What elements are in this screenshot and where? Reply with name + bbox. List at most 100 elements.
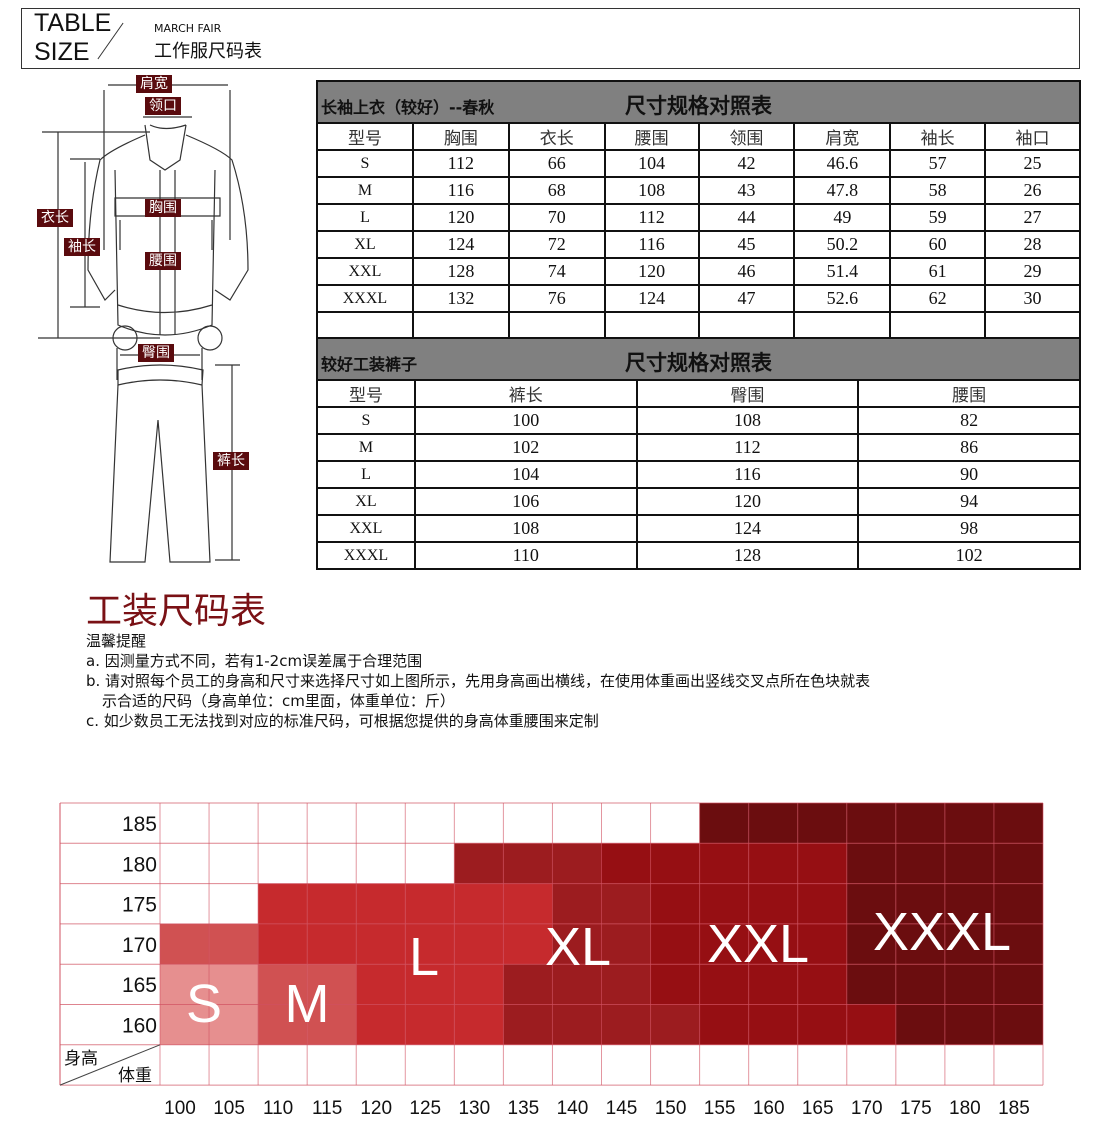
pants-size-table: 较好工装裤子 尺寸规格对照表 型号 裤长 臀围 腰围 S 100 108 82 M 102 112 86… <box>316 337 1081 570</box>
table-cell: 49 <box>793 203 892 232</box>
chart-cell <box>699 883 749 924</box>
table-cell: 98 <box>857 514 1081 543</box>
column-header: 裤长 <box>413 379 638 408</box>
table-cell: 86 <box>857 433 1081 462</box>
chart-cell <box>797 923 847 965</box>
weight-tick-label: 130 <box>458 1098 490 1119</box>
table-cell: 47 <box>697 284 796 313</box>
table-cell: 104 <box>603 149 700 178</box>
chart-cell <box>454 883 504 924</box>
weight-tick-label: 145 <box>606 1098 638 1119</box>
chart-cell <box>650 923 700 965</box>
table-row: XXL 108 124 98 <box>316 514 1081 543</box>
table-row: L 104 116 90 <box>316 460 1081 489</box>
chart-cell <box>748 803 798 844</box>
chart-cell <box>503 1004 553 1045</box>
table-row: M 116 68 108 43 47.8 58 26 <box>316 176 1081 205</box>
chart-cell <box>601 964 651 1005</box>
chart-cell <box>797 883 847 924</box>
title-cn: 工作服尺码表 <box>154 41 262 62</box>
chart-cell <box>748 843 798 884</box>
chart-cell <box>895 843 945 884</box>
table-cell: 108 <box>635 406 860 435</box>
chart-cell <box>307 964 357 1005</box>
table-row: S 112 66 104 42 46.6 57 25 <box>316 149 1081 178</box>
weight-tick-label: 180 <box>949 1098 981 1119</box>
height-tick-label: 180 <box>122 853 157 876</box>
chart-cell <box>307 803 357 844</box>
table-cell <box>984 311 1081 340</box>
column-header: 型号 <box>316 379 416 408</box>
chart-cell <box>846 923 896 965</box>
chart-cell <box>846 883 896 924</box>
table-cell: 82 <box>857 406 1081 435</box>
table-cell: 26 <box>984 176 1081 205</box>
garment-diagram <box>38 84 249 563</box>
table-cell: 51.4 <box>793 257 892 286</box>
chart-cell <box>846 964 896 1005</box>
chart-cell <box>552 883 602 924</box>
chart-cell <box>258 1004 308 1045</box>
table-cell: 27 <box>984 203 1081 232</box>
size-label-m: M <box>285 974 330 1034</box>
column-header: 臀围 <box>635 379 860 408</box>
column-header: 腰围 <box>857 379 1081 408</box>
weight-tick-label: 110 <box>263 1098 293 1119</box>
table-cell: 120 <box>603 257 700 286</box>
table-cell: 66 <box>507 149 606 178</box>
chart-cell <box>699 803 749 844</box>
chart-cell <box>699 1004 749 1045</box>
chart-cell <box>405 1004 455 1045</box>
section-heading: 工装尺码表 <box>86 591 267 632</box>
table-title-row: 长袖上衣（较好）--春秋 尺寸规格对照表 <box>316 80 1081 124</box>
table-cell: L <box>316 460 416 489</box>
table-cell: 112 <box>603 203 700 232</box>
chart-cell <box>895 923 945 965</box>
chart-cell <box>405 964 455 1005</box>
table-cell: 50.2 <box>793 230 892 259</box>
chart-cell <box>895 883 945 924</box>
weight-tick-label: 150 <box>655 1098 687 1119</box>
weight-tick-label: 160 <box>753 1098 785 1119</box>
table-cell: 45 <box>697 230 796 259</box>
table-cell: 29 <box>984 257 1081 286</box>
chart-cell <box>209 803 259 844</box>
table-cell: 72 <box>507 230 606 259</box>
chart-cell <box>307 1004 357 1045</box>
table-cell: M <box>316 176 414 205</box>
chart-cell <box>944 1004 994 1045</box>
chart-cell <box>209 923 259 965</box>
column-header: 领围 <box>697 122 796 151</box>
notes-title: 温馨提醒 <box>86 632 147 650</box>
chart-cell <box>503 923 553 965</box>
chart-cell <box>944 803 994 844</box>
table-cell: 108 <box>603 176 700 205</box>
table-cell: 120 <box>411 203 510 232</box>
table-cell: 104 <box>413 460 638 489</box>
chart-cell <box>895 964 945 1005</box>
weight-tick-label: 170 <box>851 1098 883 1119</box>
chart-cell <box>552 964 602 1005</box>
table-cell: 47.8 <box>793 176 892 205</box>
chart-cell <box>405 843 455 884</box>
chart-cell <box>160 843 210 884</box>
table-cell <box>507 311 606 340</box>
table-cell: 116 <box>411 176 510 205</box>
chart-cell <box>748 1004 798 1045</box>
chart-cell <box>258 964 308 1005</box>
label-waist: 腰围 <box>145 252 181 270</box>
chart-cell <box>552 1004 602 1045</box>
column-header: 袖口 <box>984 122 1081 151</box>
note-c: c. 如少数员工无法找到对应的标准尺码，可根据您提供的身高体重腰围来定制 <box>86 712 599 730</box>
table-cell: XL <box>316 487 416 516</box>
table-cell: 25 <box>984 149 1081 178</box>
weight-tick-label: 115 <box>312 1098 342 1119</box>
chart-cell <box>209 883 259 924</box>
column-header: 衣长 <box>507 122 606 151</box>
table-row: XL 124 72 116 45 50.2 60 28 <box>316 230 1081 259</box>
column-header: 腰围 <box>603 122 700 151</box>
chart-cell <box>552 843 602 884</box>
chart-cell <box>797 1004 847 1045</box>
title-en-line2: SIZE <box>34 38 90 66</box>
chart-cell <box>258 803 308 844</box>
